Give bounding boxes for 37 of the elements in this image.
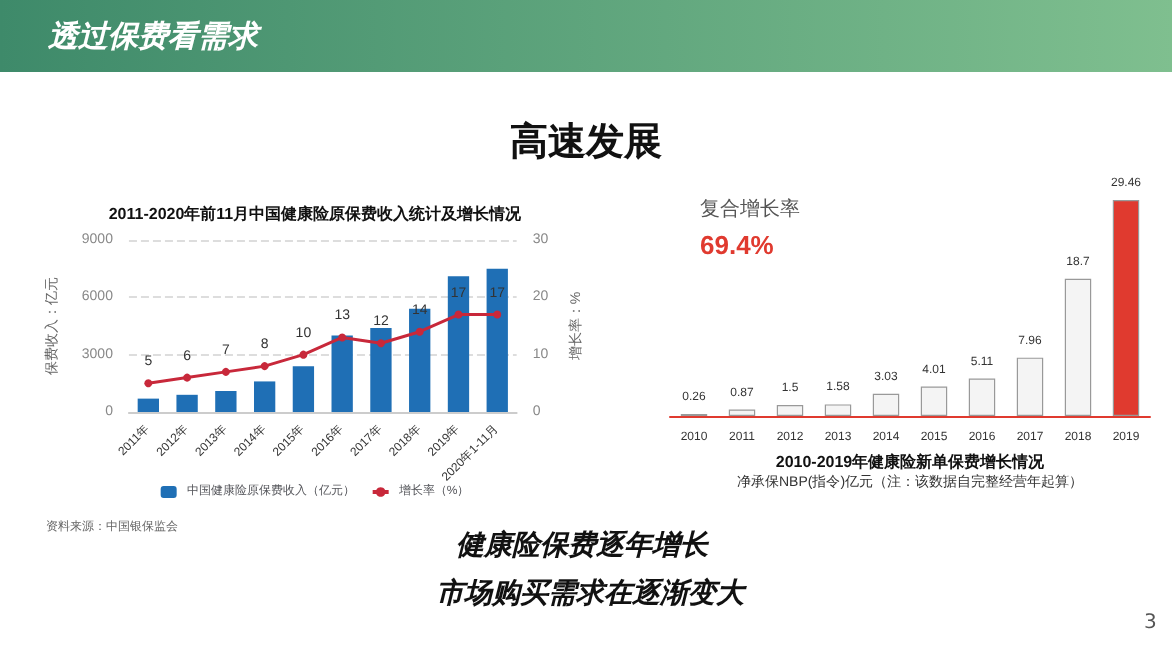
point	[415, 327, 424, 336]
point	[299, 350, 308, 359]
text: 高速发展	[508, 118, 664, 168]
text: 市场购买需求在逐渐变大	[436, 576, 744, 612]
point	[221, 367, 230, 376]
bar	[409, 308, 431, 412]
bar	[137, 398, 159, 412]
point	[260, 362, 269, 371]
bar	[968, 378, 996, 416]
bar	[447, 276, 470, 412]
annotation: 69.4%	[700, 230, 775, 260]
bar	[292, 366, 315, 412]
bar	[728, 409, 756, 416]
bar	[176, 394, 198, 412]
annotation: 复合增长率	[700, 197, 800, 221]
point	[454, 310, 463, 319]
text: 2010-2019年健康险新单保费增长情况	[775, 451, 1047, 471]
bar	[331, 335, 353, 412]
bar	[1064, 278, 1092, 416]
bar	[1016, 357, 1044, 416]
point	[183, 373, 192, 382]
text: 透过保费看需求	[0, 0, 1172, 72]
bar	[872, 393, 900, 416]
point	[144, 379, 153, 388]
point	[376, 339, 385, 348]
bar	[486, 268, 508, 412]
bar	[215, 390, 237, 412]
text: 健康险保费逐年增长	[456, 528, 708, 564]
bar	[253, 381, 276, 412]
point	[338, 333, 347, 342]
bar	[824, 404, 852, 416]
bar	[370, 327, 392, 412]
point	[493, 310, 502, 319]
bar	[920, 386, 948, 416]
chart-title: 2011-2020年前11月中国健康险原保费收入统计及增长情况	[108, 203, 524, 223]
bar	[776, 405, 804, 416]
text: 3	[1144, 612, 1157, 634]
